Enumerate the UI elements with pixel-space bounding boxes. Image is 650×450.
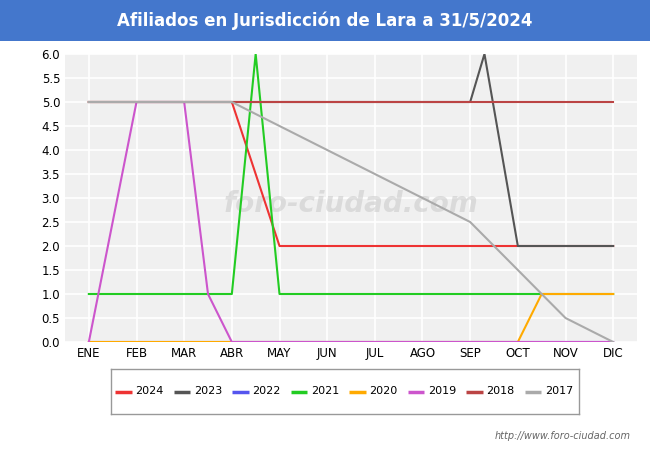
Text: http://www.foro-ciudad.com: http://www.foro-ciudad.com — [495, 431, 630, 441]
Text: 2022: 2022 — [252, 387, 281, 396]
Text: foro-ciudad.com: foro-ciudad.com — [224, 190, 478, 218]
Text: 2018: 2018 — [486, 387, 515, 396]
Text: 2024: 2024 — [135, 387, 164, 396]
Text: 2017: 2017 — [545, 387, 573, 396]
Text: 2020: 2020 — [369, 387, 398, 396]
Text: 2019: 2019 — [428, 387, 456, 396]
Text: 2023: 2023 — [194, 387, 222, 396]
Text: Afiliados en Jurisdicción de Lara a 31/5/2024: Afiliados en Jurisdicción de Lara a 31/5… — [117, 11, 533, 30]
Text: 2021: 2021 — [311, 387, 339, 396]
